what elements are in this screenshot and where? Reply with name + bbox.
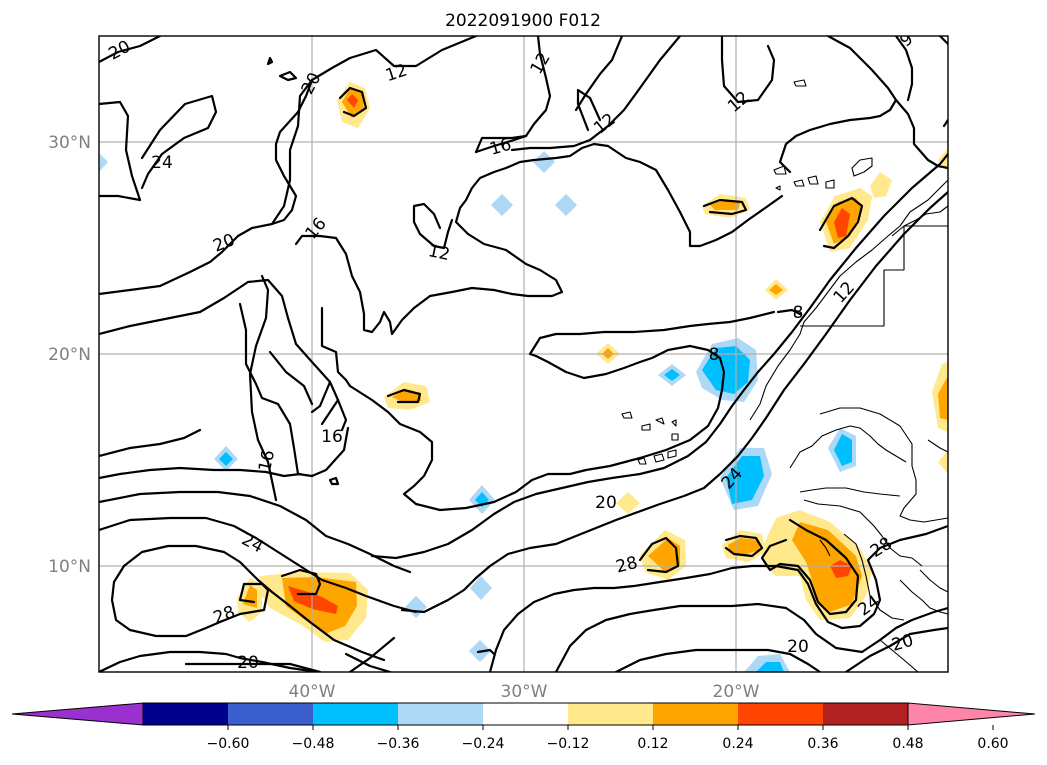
colorbar-tick-label: 0.36: [807, 736, 838, 752]
contour-label: 12: [426, 241, 451, 265]
map-frame: [98, 35, 949, 673]
contour-label: 20: [787, 637, 809, 657]
colorbar-segment: [313, 703, 398, 725]
negative-anomaly-light: [99, 153, 108, 172]
positive-anomaly-strong: [347, 94, 358, 108]
colorbar-tick-label: 0.24: [722, 736, 753, 752]
coastlines: [621, 79, 948, 672]
contour-label: 16: [255, 448, 279, 473]
colorbar-segment: [143, 703, 228, 725]
colorbar-tick-label: −0.60: [207, 736, 250, 752]
negative-anomaly-mid: [834, 434, 852, 466]
lon-label: 30°W: [501, 682, 548, 702]
positive-anomaly-mid: [710, 200, 740, 210]
figure-title: 2022091900 F012: [445, 11, 601, 31]
colorbar-extend-high: [907, 702, 1036, 726]
contour-label: 8: [709, 345, 720, 365]
negative-anomaly-mid: [664, 369, 680, 381]
lat-label: 30°N: [48, 133, 91, 153]
positive-anomaly-mid: [648, 538, 680, 572]
colorbar-segment: [823, 703, 908, 725]
colorbar: −0.60 −0.48 −0.36 −0.24 −0.12 0.12 0.24 0.36 0.4…: [11, 702, 1036, 752]
negative-anomaly-mid: [219, 452, 233, 466]
lon-label: 20°W: [713, 682, 760, 702]
positive-anomaly-mid: [769, 284, 783, 295]
colorbar-tick-label: −0.24: [462, 736, 505, 752]
contour-label: 8: [793, 303, 804, 323]
negative-anomaly-light: [555, 194, 577, 216]
negative-anomaly-light: [470, 576, 492, 600]
positive-anomaly-light: [870, 172, 892, 198]
contour-label: 16: [321, 427, 343, 447]
graticule: [99, 36, 948, 672]
positive-anomaly-strong: [830, 560, 852, 578]
negative-anomaly-mid: [756, 662, 784, 672]
colorbar-segment: [653, 703, 738, 725]
lon-label: 40°W: [289, 682, 336, 702]
colorbar-segment: [568, 703, 653, 725]
colorbar-frame: [142, 702, 909, 726]
positive-anomaly-light: [938, 450, 948, 474]
contour-lines: [99, 36, 948, 672]
negative-anomaly-light: [491, 194, 513, 216]
colorbar-segment: [738, 703, 823, 725]
colorbar-tick-label: −0.36: [377, 736, 420, 752]
positive-anomaly-mid: [792, 522, 862, 612]
positive-anomaly-light: [616, 492, 640, 514]
map-panel: 20 20 12 12 12 24 16 12 20 16 12 8 8 16 …: [99, 36, 948, 673]
colorbar-tick-label: 0.48: [892, 736, 923, 752]
colorbar-tick-label: 0.60: [977, 736, 1008, 752]
colorbar-extend-low: [11, 702, 144, 726]
contour-label: 20: [237, 653, 259, 673]
lat-label: 10°N: [48, 557, 91, 577]
colorbar-segment: [483, 703, 568, 725]
colorbar-segment: [228, 703, 313, 725]
colorbar-tick-label: −0.48: [292, 736, 335, 752]
negative-anomaly-light: [533, 151, 555, 173]
contour-label: 24: [151, 153, 173, 173]
colorbar-tick-label: −0.12: [547, 736, 590, 752]
positive-anomaly-mid: [938, 376, 948, 420]
lat-label: 20°N: [48, 345, 91, 365]
positive-anomaly-strong: [834, 208, 850, 238]
colorbar-segment: [398, 703, 483, 725]
colorbar-tick-label: 0.12: [637, 736, 668, 752]
contour-label: 20: [595, 493, 617, 513]
negative-anomaly-mid: [702, 346, 750, 394]
